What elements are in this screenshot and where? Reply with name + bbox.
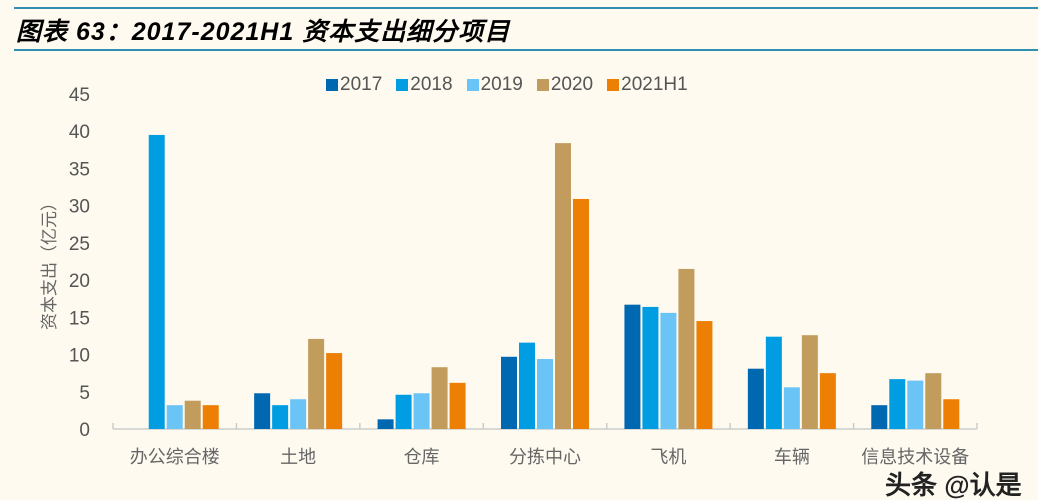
legend-swatch bbox=[396, 79, 409, 91]
legend-item: 2018 bbox=[396, 74, 453, 96]
legend-label: 2021H1 bbox=[621, 74, 688, 95]
bar-2021H1-车辆 bbox=[819, 373, 836, 429]
watermark: 头条 @认是 bbox=[885, 470, 1022, 500]
bar-2019-办公综合楼 bbox=[166, 405, 183, 429]
bar-2018-信息技术设备 bbox=[889, 379, 906, 429]
bar-2019-信息技术设备 bbox=[907, 380, 924, 429]
x-tick-label: 仓库 bbox=[404, 447, 440, 468]
bar-2017-信息技术设备 bbox=[871, 405, 888, 429]
bar-2020-车辆 bbox=[801, 335, 818, 429]
bar-2021H1-信息技术设备 bbox=[943, 399, 960, 429]
bar-2018-飞机 bbox=[642, 306, 659, 429]
legend-label: 2018 bbox=[410, 74, 453, 95]
legend-swatch bbox=[466, 79, 479, 91]
x-tick-label: 办公综合楼 bbox=[130, 447, 220, 468]
bar-2020-仓库 bbox=[431, 367, 448, 429]
bar-2019-土地 bbox=[290, 399, 307, 429]
legend-label: 2017 bbox=[340, 74, 383, 95]
x-tick-label: 信息技术设备 bbox=[861, 447, 969, 468]
bar-2017-飞机 bbox=[624, 304, 641, 429]
bar-2019-分拣中心 bbox=[537, 359, 553, 429]
bar-2021H1-办公综合楼 bbox=[202, 405, 219, 429]
y-tick-label: 5 bbox=[79, 383, 90, 404]
bar-2020-分拣中心 bbox=[555, 143, 571, 429]
x-tick-label: 车辆 bbox=[774, 447, 810, 468]
bar-2020-办公综合楼 bbox=[184, 400, 201, 429]
legend-item: 2019 bbox=[466, 74, 523, 96]
y-tick-label: 10 bbox=[69, 346, 90, 367]
legend-swatch bbox=[536, 79, 549, 91]
legend-item: 2021H1 bbox=[607, 74, 688, 96]
bar-2019-仓库 bbox=[413, 393, 430, 429]
y-tick-label: 0 bbox=[79, 420, 90, 441]
y-axis-label: 资本支出（亿元） bbox=[40, 194, 60, 330]
bar-2017-仓库 bbox=[377, 419, 394, 429]
bar-2021H1-飞机 bbox=[696, 321, 713, 429]
y-tick-label: 30 bbox=[69, 197, 90, 218]
y-tick-label: 45 bbox=[69, 85, 90, 106]
legend: 2017 2018 2019 2020 2021H1 bbox=[326, 74, 688, 96]
bar-2018-土地 bbox=[272, 405, 289, 429]
bar-2018-分拣中心 bbox=[519, 342, 535, 429]
bar-2017-车辆 bbox=[747, 368, 764, 429]
legend-swatch bbox=[607, 79, 620, 91]
x-tick-label: 飞机 bbox=[650, 447, 686, 468]
title-rule-top bbox=[14, 7, 1038, 9]
bar-2017-土地 bbox=[254, 393, 271, 429]
bar-2020-信息技术设备 bbox=[925, 373, 942, 429]
y-tick-label: 25 bbox=[69, 234, 90, 255]
bar-2018-办公综合楼 bbox=[148, 134, 165, 429]
legend-label: 2020 bbox=[550, 74, 594, 95]
bar-2021H1-分拣中心 bbox=[573, 198, 589, 429]
legend-label: 2019 bbox=[480, 74, 523, 95]
legend-swatch bbox=[326, 79, 338, 91]
legend-item: 2017 bbox=[326, 74, 382, 96]
bar-2021H1-土地 bbox=[326, 353, 343, 429]
bar-2019-飞机 bbox=[660, 312, 677, 429]
legend-item: 2020 bbox=[536, 74, 594, 96]
x-tick-label: 分拣中心 bbox=[509, 447, 581, 468]
y-tick-label: 15 bbox=[69, 308, 90, 329]
y-tick-label: 20 bbox=[69, 271, 90, 292]
title-rule-bottom bbox=[14, 49, 1038, 51]
x-tick-label: 土地 bbox=[280, 447, 316, 468]
bar-2021H1-仓库 bbox=[449, 382, 466, 429]
figure-title: 图表 63：2017-2021H1 资本支出细分项目 bbox=[16, 18, 511, 46]
bar-2020-土地 bbox=[308, 338, 325, 429]
y-tick-label: 40 bbox=[69, 122, 90, 143]
bar-2018-仓库 bbox=[395, 394, 412, 429]
y-tick-label: 35 bbox=[69, 159, 90, 180]
bar-2018-车辆 bbox=[765, 336, 782, 429]
bar-2017-分拣中心 bbox=[501, 356, 517, 429]
bar-2020-飞机 bbox=[678, 268, 695, 429]
bar-2019-车辆 bbox=[783, 387, 800, 429]
